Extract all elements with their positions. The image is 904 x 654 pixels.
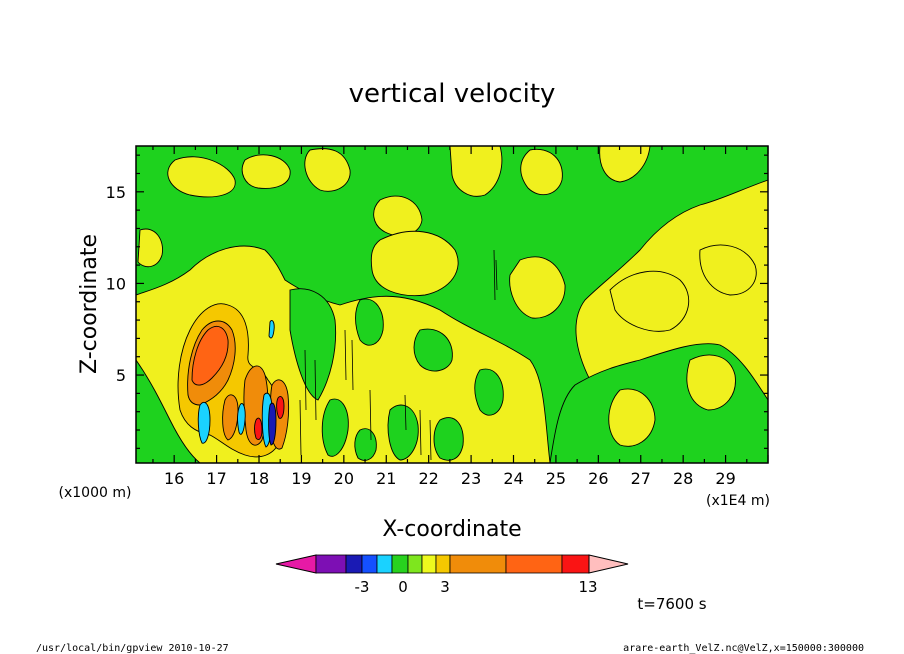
colorbar-tick-label: 0 (398, 578, 408, 596)
field-green-island (321, 398, 349, 457)
field-red-cell (276, 395, 285, 419)
x-tick-label: 18 (249, 469, 269, 488)
chart-title: vertical velocity (349, 79, 556, 109)
field-yellow-island (509, 256, 566, 319)
y-units-label: (x1000 m) (59, 485, 132, 501)
footer-left: /usr/local/bin/gpview 2010-10-27 (36, 643, 229, 654)
colorbar-swatch (345, 554, 363, 574)
field-downdraft-cyan (268, 319, 275, 339)
x-tick-label: 17 (206, 469, 226, 488)
field-downdraft-cyan (237, 403, 246, 435)
colorbar-tick-label: -3 (355, 578, 370, 596)
colorbar (275, 554, 629, 574)
y-tick-label: 5 (116, 366, 126, 385)
field-green-island (474, 368, 504, 416)
x-tick-label: 22 (418, 469, 438, 488)
colorbar-swatch (391, 554, 409, 574)
footer-right: arare-earth_VelZ.nc@VelZ,x=150000:300000 (623, 643, 864, 654)
colorbar-swatch (407, 554, 423, 574)
colorbar-swatch (421, 554, 437, 574)
colorbar-tick-label: 13 (578, 578, 597, 596)
field-green-island (413, 328, 453, 372)
colorbar-swatch (449, 554, 507, 574)
colorbar-swatch (505, 554, 563, 574)
field-yellow-island (520, 148, 563, 196)
colorbar-high-extension (588, 554, 629, 574)
colorbar-labels: -3 0 3 13 (355, 578, 598, 596)
field-green-island (289, 288, 337, 401)
field-updraft-core (191, 326, 229, 386)
field-yellow-island (241, 154, 291, 189)
colorbar-tick-label: 3 (440, 578, 450, 596)
x-tick-label: 21 (376, 469, 396, 488)
y-tick-labels: 5 10 15 (106, 183, 126, 385)
colorbar-swatch (561, 554, 590, 574)
colorbar-low-extension (275, 554, 317, 574)
field-streaks (299, 249, 498, 461)
x-tick-label: 28 (673, 469, 693, 488)
colorbar-swatch (435, 554, 451, 574)
field-yellow-island (370, 230, 459, 297)
x-tick-label: 29 (715, 469, 735, 488)
field-red-cell (254, 417, 263, 441)
field-yellow-island (608, 388, 656, 447)
field-updraft-column (222, 394, 239, 441)
field-yellow-island (167, 156, 236, 198)
x-tick-label: 23 (461, 469, 481, 488)
x-tick-label: 20 (334, 469, 354, 488)
x-tick-label: 27 (631, 469, 651, 488)
field-green-island (433, 417, 464, 461)
field-yellow-island (449, 146, 503, 197)
y-tick-label: 15 (106, 183, 126, 202)
field-green-region (136, 146, 768, 463)
x-axis-label: X-coordinate (382, 517, 521, 542)
x-tick-label: 16 (164, 469, 184, 488)
x-tick-label: 24 (503, 469, 523, 488)
x-tick-labels: 16 17 18 19 20 21 22 23 24 25 26 27 28 29 (164, 469, 736, 488)
axis-ticks (136, 146, 769, 463)
colorbar-swatch (315, 554, 347, 574)
y-tick-label: 10 (106, 274, 126, 293)
field-yellow-island (304, 148, 351, 192)
field-green-island (387, 404, 419, 461)
field-yellow-island (137, 228, 163, 268)
colorbar-swatch (376, 554, 393, 574)
y-axis-label: Z-coordinate (77, 234, 102, 374)
x-tick-label: 25 (546, 469, 566, 488)
x-units-label: (x1E4 m) (706, 493, 770, 509)
field-green-island (354, 428, 377, 461)
field-downdraft-blue (268, 402, 277, 446)
field-yellow-island (686, 354, 736, 411)
plot-area (136, 146, 768, 463)
x-tick-label: 26 (588, 469, 608, 488)
time-label: t=7600 s (637, 595, 706, 613)
colorbar-swatch (361, 554, 378, 574)
field-yellow-island (599, 146, 651, 183)
field-downdraft-cyan (197, 401, 211, 444)
x-tick-label: 19 (291, 469, 311, 488)
field-yellow-island (609, 270, 690, 332)
field-green-region (136, 359, 201, 463)
field-yellow-island (699, 244, 757, 296)
field-green-island (355, 298, 384, 346)
plot-frame (135, 145, 769, 464)
